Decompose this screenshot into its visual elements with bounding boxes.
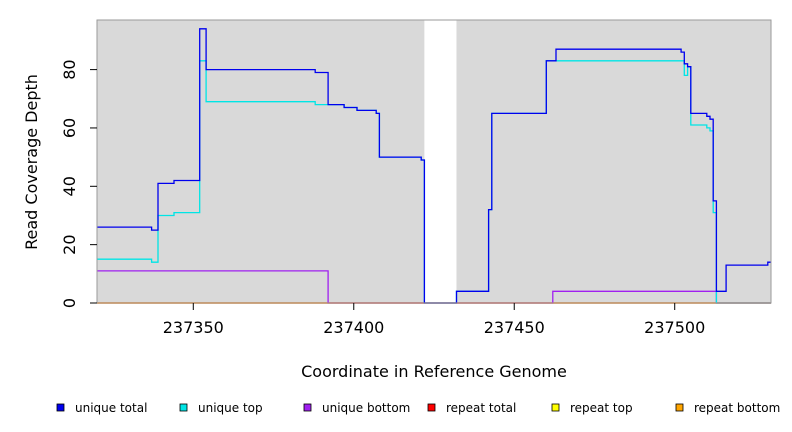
legend-label-repeat-top: repeat top	[570, 401, 633, 415]
y-tick-label: 20	[60, 234, 79, 254]
x-tick-label: 237350	[163, 318, 224, 337]
legend-swatch-repeat-bottom	[675, 403, 684, 412]
legend-label-repeat-total: repeat total	[446, 401, 516, 415]
plot-border	[96, 19, 772, 304]
x-tick-label: 237500	[644, 318, 705, 337]
legend-swatch-unique-top	[179, 403, 188, 412]
legend-swatch-unique-bottom	[303, 403, 312, 412]
legend-label-unique-top: unique top	[198, 401, 263, 415]
legend-swatch-repeat-top	[551, 403, 560, 412]
legend-label-unique-bottom: unique bottom	[322, 401, 410, 415]
legend-label-repeat-bottom: repeat bottom	[694, 401, 780, 415]
legend-swatch-unique-total	[56, 403, 65, 412]
y-axis: 0 20 40 60 80	[60, 59, 97, 308]
y-tick-label: 80	[60, 59, 79, 79]
coverage-gap	[424, 20, 457, 303]
legend-swatch-repeat-total	[427, 403, 436, 412]
x-axis-label: Coordinate in Reference Genome	[301, 362, 567, 381]
y-axis-label: Read Coverage Depth	[22, 74, 41, 250]
y-tick-label: 40	[60, 176, 79, 196]
legend-label-unique-total: unique total	[75, 401, 147, 415]
y-tick-label: 0	[60, 298, 79, 308]
x-tick-label: 237400	[323, 318, 384, 337]
x-axis: 237350 237400 237450 237500	[163, 303, 705, 337]
legend: unique total unique top unique bottom repea…	[56, 401, 780, 415]
x-tick-label: 237450	[484, 318, 545, 337]
y-tick-label: 60	[60, 118, 79, 138]
series-line-unique-total	[97, 28, 771, 304]
